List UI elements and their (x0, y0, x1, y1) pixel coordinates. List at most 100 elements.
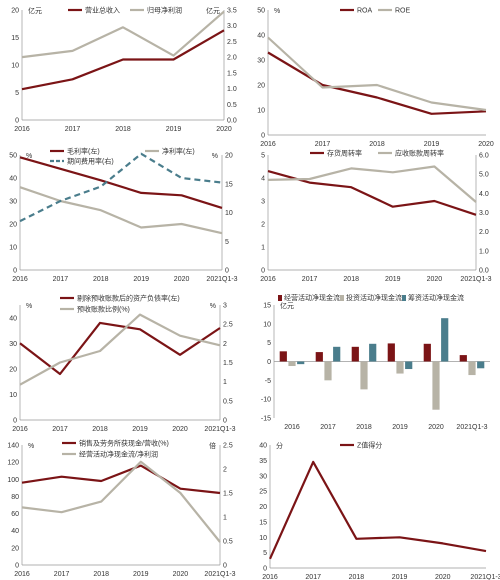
bar-2-0 (297, 361, 305, 365)
y-tick-label-left: 60 (11, 511, 19, 518)
x-tick-label: 2017 (52, 426, 68, 433)
legend-label: 销售及劳务所获现金/营收(%) (79, 439, 169, 448)
y-axis-left-unit: % (28, 443, 34, 450)
x-tick-label: 2021Q1-3 (460, 276, 491, 283)
x-tick-label: 2020 (174, 276, 190, 283)
legend-label: 剔除预收账款后的资产负债率(左) (77, 294, 180, 303)
bar-1-5 (468, 361, 476, 376)
legend-label: 经营活动净现金流/净利润 (79, 450, 158, 459)
x-tick-label: 2021Q1-3 (470, 574, 500, 580)
series-line-0 (21, 29, 225, 91)
y-tick-label-right: 1 (223, 379, 227, 386)
y-tick-label-right: 2 (223, 341, 227, 348)
chart-revenue-profit: 0 5 10 15 20 亿元 0.0 0.5 1.0 1.5 2.0 2.5 3.0 3.5 亿元 2016… (11, 6, 237, 134)
legend-label: 预收账款比例(%) (77, 305, 130, 314)
x-tick-label: 2018 (93, 571, 109, 578)
legend-label: 经营活动净现金流 (284, 293, 340, 302)
chart-z-score: 0 5 10 15 20 25 30 35 40 分 2016 2017 2018 2019 2020 202… (259, 441, 500, 580)
series-line-0 (21, 464, 221, 495)
y-tick-label-left: 30 (9, 199, 17, 206)
legend-label: 毛利率(左) (67, 147, 100, 156)
y-tick-label-left: 0 (13, 268, 17, 275)
y-tick-label-right: 3 (223, 303, 227, 310)
bar-0-0 (279, 351, 287, 362)
y-tick-label-right: 4.0 (479, 191, 489, 198)
y-tick-label-right: 10 (225, 210, 233, 217)
y-tick-label-left: 0 (15, 563, 19, 570)
series-line-1 (21, 460, 221, 543)
y-tick-label-left: 15 (11, 35, 19, 42)
x-tick-label: 2017 (65, 126, 81, 133)
y-tick-label-right: 2.0 (227, 55, 237, 62)
y-tick-label-left: 5 (261, 153, 265, 160)
bar-0-5 (459, 355, 467, 362)
chart-roa-roe: 0 10 20 30 40 50 % 2016 2017 2018 2019 2020 ROA ROE (257, 8, 494, 149)
x-tick-label: 2020 (435, 574, 451, 580)
x-tick-label: 2016 (12, 276, 28, 283)
x-tick-label: 2020 (427, 276, 443, 283)
x-tick-label: 2020 (173, 571, 189, 578)
y-tick-label-left: 5 (15, 90, 19, 97)
bar-0-4 (423, 343, 431, 362)
x-tick-label: 2018 (349, 574, 365, 580)
x-tick-label: 2020 (428, 424, 444, 431)
x-tick-label: 2018 (369, 141, 385, 148)
y-tick-label-left: 120 (7, 460, 19, 467)
y-tick-label-right: 1.5 (227, 70, 237, 77)
bar-1-4 (432, 361, 440, 410)
x-tick-label: 2019 (133, 276, 149, 283)
legend-label: 归母净利润 (147, 6, 182, 15)
y-tick-label-right: 0 (223, 563, 227, 570)
legend-label: ROE (395, 8, 411, 15)
x-tick-label: 2018 (92, 426, 108, 433)
legend-swatch (340, 295, 344, 301)
y-tick-label-left: -5 (265, 378, 271, 385)
y-tick-label-left: 1 (261, 245, 265, 252)
y-tick-label-left: 0 (261, 133, 265, 140)
series-line-1 (19, 313, 221, 386)
x-tick-label: 2016 (284, 424, 300, 431)
y-tick-label-right: 5.0 (479, 172, 489, 179)
chart-cash-flows: -15 -10 -5 0 5 10 15 亿元 2016 2017 2018 2019 2020 2021… (261, 293, 490, 431)
y-tick-label-left: 80 (11, 494, 19, 501)
y-tick-label-right: 0 (225, 268, 229, 275)
x-tick-label: 2019 (392, 424, 408, 431)
y-tick-label-left: 40 (259, 443, 267, 450)
legend-label: 应收账款周转率 (395, 149, 444, 158)
y-tick-label-left: 5 (263, 550, 267, 557)
y-tick-label-left: 15 (259, 519, 267, 526)
x-tick-label: 2017 (302, 276, 318, 283)
legend-label: 营业总收入 (85, 6, 120, 15)
legend-label: Z值得分 (357, 441, 382, 450)
bar-1-3 (396, 361, 404, 374)
y-tick-label-left: 20 (11, 545, 19, 552)
bar-1-1 (324, 361, 332, 381)
y-tick-label-right: 1.0 (227, 86, 237, 93)
y-tick-label-left: 0 (267, 359, 271, 366)
y-tick-label-right: 15 (225, 181, 233, 188)
y-axis-left-unit: 分 (276, 441, 283, 450)
series-line-2 (19, 152, 223, 223)
series-line-1 (267, 165, 477, 203)
chart-margins: 0 10 20 30 40 50 % 0 5 10 15 20% 2016 2017 2018 2019 202… (9, 147, 237, 284)
x-tick-label: 2018 (343, 276, 359, 283)
y-tick-label-left: 10 (9, 245, 17, 252)
y-tick-label-left: 20 (9, 222, 17, 229)
legend-swatch (402, 295, 406, 301)
y-tick-label-left: 40 (11, 528, 19, 535)
y-axis-left-unit: % (26, 303, 32, 310)
y-tick-label-left: 0 (261, 268, 265, 275)
y-tick-label-right: 3.0 (479, 210, 489, 217)
y-tick-label-left: 5 (267, 340, 271, 347)
legend-label: 投资活动净现金流 (346, 293, 402, 302)
bar-2-2 (369, 343, 377, 362)
y-tick-label-right: 1.5 (223, 491, 233, 498)
y-tick-label-right: 0 (223, 418, 227, 425)
series-line-1 (19, 186, 223, 235)
x-tick-label: 2019 (166, 126, 182, 133)
legend-label: ROA (357, 8, 373, 15)
y-tick-label-left: 3 (261, 199, 265, 206)
y-axis-right-unit: % (210, 303, 216, 310)
x-tick-label: 2017 (54, 571, 70, 578)
y-tick-label-right: 1.5 (223, 360, 233, 367)
